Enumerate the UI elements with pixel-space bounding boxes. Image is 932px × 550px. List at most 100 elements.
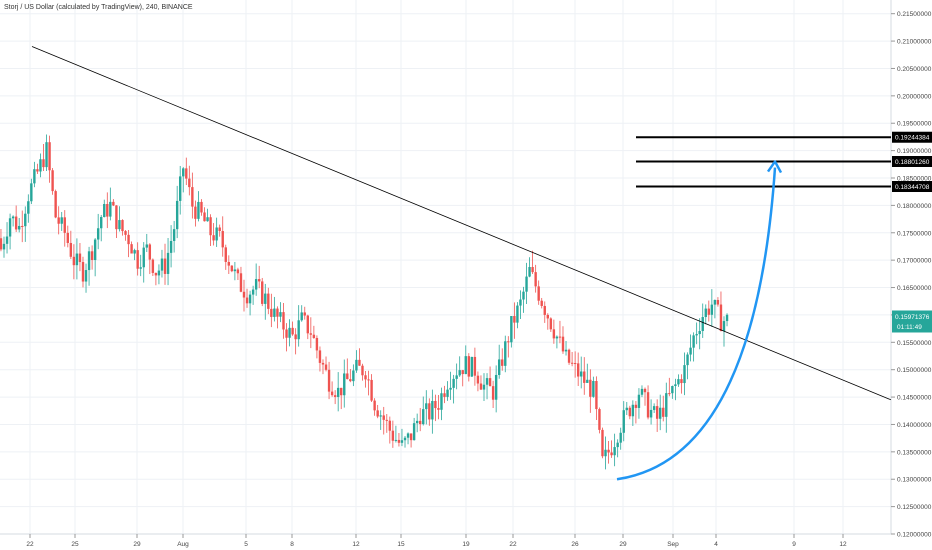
candle-body <box>72 256 76 266</box>
candle-body <box>570 362 574 364</box>
candle-body <box>655 406 659 419</box>
arrow-head <box>766 160 783 174</box>
candle-body <box>203 212 206 222</box>
candle-body <box>391 430 395 441</box>
projection-arrow[interactable] <box>616 160 783 481</box>
candle-body <box>437 408 440 410</box>
level-label-text: 0.18801260 <box>895 159 930 166</box>
x-tick-label: 12 <box>839 541 847 548</box>
candle-body <box>716 299 720 305</box>
candle-body <box>528 267 531 277</box>
level-label-text: 0.19244384 <box>895 135 930 142</box>
x-tick-label: 22 <box>509 541 517 548</box>
candle-body <box>671 386 674 394</box>
y-tick-label: 0.17500000 <box>897 230 932 237</box>
candle-body <box>352 370 355 382</box>
candle-body <box>60 217 63 224</box>
candle-body <box>270 308 273 317</box>
candle-body <box>8 218 12 237</box>
candle-body <box>312 334 316 338</box>
candle-body <box>254 279 258 290</box>
candle-body <box>84 270 88 282</box>
candle-body <box>75 253 79 266</box>
candle-body <box>87 251 91 271</box>
candle-body <box>598 409 601 430</box>
candle-body <box>81 262 85 282</box>
x-tick-label: 26 <box>571 541 579 548</box>
candle-body <box>236 269 240 274</box>
candle-body <box>583 371 586 383</box>
candle-body <box>473 356 477 376</box>
x-tick-label: 29 <box>133 541 141 548</box>
candle-body <box>133 250 136 254</box>
candle-body <box>318 350 322 363</box>
candle-body <box>668 393 671 395</box>
price-axis[interactable]: 0.21500000 0.21000000 0.20500000 0.20000000… <box>891 11 932 539</box>
level-lines[interactable]: 0.19244384 0.18801260 0.18344708 <box>636 131 932 193</box>
candle-body <box>652 406 656 410</box>
y-tick-label: 0.15500000 <box>897 340 932 347</box>
candle-body <box>124 231 127 235</box>
x-tick-label: 25 <box>71 541 79 548</box>
candle-body <box>504 341 507 366</box>
candle-body <box>291 327 294 335</box>
candle-body <box>106 204 109 217</box>
candle-body <box>294 334 297 340</box>
candle-body <box>233 269 237 272</box>
x-tick-label: 9 <box>792 541 796 548</box>
y-tick-label: 0.12000000 <box>897 532 932 539</box>
candle-body <box>303 312 306 316</box>
candle-body <box>185 168 188 179</box>
x-tick-label: 19 <box>462 541 470 548</box>
y-tick-label: 0.16500000 <box>897 285 932 292</box>
time-axis[interactable]: 22 25 29 Aug 5 8 12 15 19 22 26 29 Sep 4 9 12 <box>26 534 847 548</box>
candle-body <box>130 244 133 254</box>
candle-body <box>422 409 425 425</box>
candle-body <box>619 432 622 443</box>
candles <box>0 134 729 470</box>
trendline[interactable] <box>31 46 892 401</box>
y-tick-label: 0.21000000 <box>897 39 932 46</box>
candle-body <box>361 365 364 376</box>
candle-body <box>722 321 726 332</box>
candle-body <box>66 232 69 243</box>
y-tick-label: 0.14000000 <box>897 422 932 429</box>
candle-body <box>206 217 209 222</box>
candle-body <box>239 273 243 292</box>
candle-body <box>157 270 161 276</box>
candle-body <box>78 253 82 263</box>
arrow-curve <box>616 167 777 481</box>
candle-body <box>394 439 398 441</box>
candle-body <box>434 400 437 409</box>
candle-body <box>54 191 57 218</box>
current-price-text: 0.15971376 <box>895 314 930 321</box>
candle-body <box>589 379 592 397</box>
candle-body <box>288 327 291 338</box>
candle-body <box>382 415 385 420</box>
candle-body <box>282 312 285 330</box>
candle-body <box>321 362 325 365</box>
y-tick-label: 0.13500000 <box>897 449 932 456</box>
candle-body <box>115 205 118 230</box>
candle-body <box>127 234 130 245</box>
chart-title: Storj / US Dollar (calculated by Trading… <box>4 4 193 11</box>
candle-body <box>69 242 73 257</box>
candle-body <box>324 364 328 370</box>
candle-body <box>279 312 282 317</box>
candle-body <box>346 373 349 380</box>
candle-body <box>148 244 152 260</box>
candle-body <box>166 252 170 274</box>
candle-body <box>364 375 367 380</box>
x-tick-label: 8 <box>290 541 294 548</box>
candle-body <box>674 384 677 387</box>
candle-body <box>145 244 148 248</box>
candle-body <box>595 381 598 410</box>
candle-body <box>540 300 543 306</box>
candle-body <box>510 316 513 343</box>
candle-body <box>42 159 45 168</box>
candle-body <box>412 423 416 441</box>
candle-body <box>267 293 270 309</box>
current-price-label: 0.15971376 01:11:49 <box>892 310 932 333</box>
candle-body <box>21 225 24 227</box>
